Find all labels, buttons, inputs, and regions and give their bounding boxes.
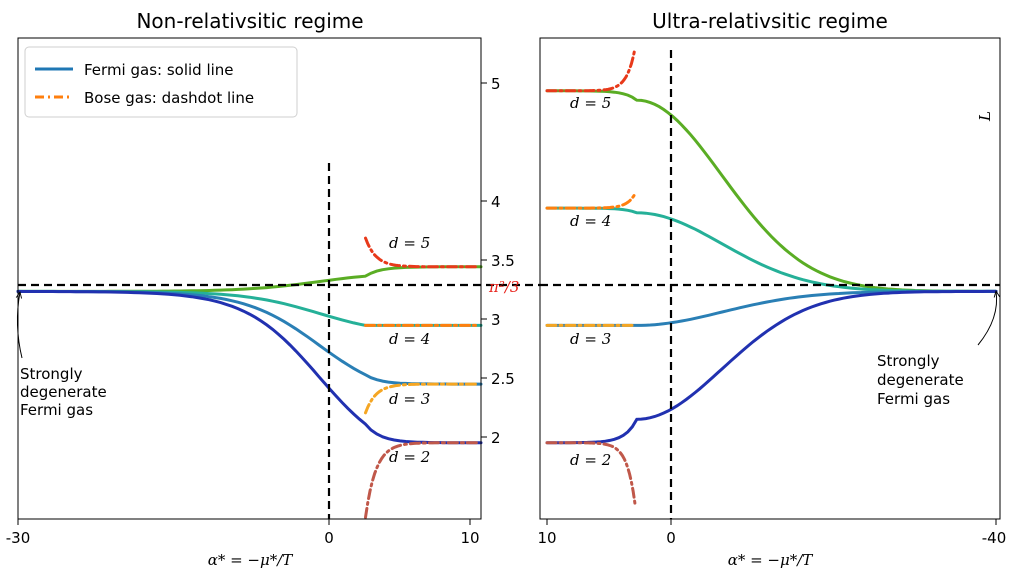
panel1-annotation-line2: degenerate [20, 383, 107, 401]
xtick-label-10: 10 [537, 529, 556, 547]
panel2-label-d5: d = 5 [570, 94, 611, 112]
xtick-label-0: 0 [666, 529, 676, 547]
panel2-label-d3: d = 3 [570, 330, 611, 348]
panel2-curves [547, 49, 996, 504]
panel2-fermi-curve-d5 [547, 91, 996, 292]
panel1-fermi-curve-d2 [18, 292, 481, 443]
panel1-annotation-line3: Fermi gas [20, 401, 93, 419]
panel2-fermi-curve-d4 [547, 208, 996, 291]
panel1-annotation-line1: Strongly [20, 365, 83, 383]
panel2-fermi-curve-d3 [547, 291, 996, 325]
ytick-label-2-5: 2.5 [491, 370, 515, 388]
panel1-fermi-curve-d5 [18, 267, 481, 292]
legend-bose-label: Bose gas: dashdot line [84, 89, 254, 107]
panel2-label-d2: d = 2 [570, 451, 611, 469]
panel1-label-d5: d = 5 [389, 234, 430, 252]
panel1-label-d2: d = 2 [389, 448, 430, 466]
panel2-bose-curve-d5 [547, 49, 635, 91]
panel1-curves [18, 238, 481, 517]
ytick-label-4: 4 [491, 193, 501, 211]
panel1-label-d4: d = 4 [389, 330, 430, 348]
ytick-label-2: 2 [491, 429, 501, 447]
legend: Fermi gas: solid line Bose gas: dashdot … [25, 47, 297, 117]
panel2-x-ticks: 10 0 -40 [537, 519, 1006, 547]
legend-fermi-label: Fermi gas: solid line [84, 61, 234, 79]
panel2-bose-curve-d4 [547, 194, 635, 208]
ytick-label-5: 5 [491, 75, 501, 93]
xtick-label-0: 0 [324, 529, 334, 547]
panel1-x-ticks: -30 0 10 [6, 519, 480, 547]
panel-ultrarelativistic: Ultra-relativsitic regime L 10 0 -40 α* … [537, 9, 1006, 569]
panel2-annotation-line1: Strongly [877, 352, 940, 370]
ytick-label-3: 3 [491, 311, 501, 329]
panel1-x-axis-label: α* = −μ*/T [208, 551, 294, 569]
panel2-annotation-arrow [978, 291, 997, 345]
xtick-label-neg40: -40 [982, 529, 1007, 547]
xtick-label-10: 10 [460, 529, 479, 547]
panel2-right-label: L [976, 111, 994, 122]
panel1-label-d3: d = 3 [389, 390, 430, 408]
panel2-annotation-line2: degenerate [877, 371, 964, 389]
panel2-x-axis-label: α* = −μ*/T [728, 551, 814, 569]
ytick-label-pi-squared-over-3: π²/3 [488, 278, 519, 296]
panel-nonrelativistic: Non-relativsitic regime 2 2.5 3 3.5 4 5 … [6, 9, 540, 569]
panel2-label-d4: d = 4 [570, 212, 611, 230]
panel2-title: Ultra-relativsitic regime [652, 9, 888, 33]
panel2-annotation-line3: Fermi gas [877, 390, 950, 408]
panel2-annotation: Strongly degenerate Fermi gas [877, 291, 997, 408]
panel1-fermi-curve-d4 [18, 291, 481, 325]
ytick-label-3-5: 3.5 [491, 252, 515, 270]
panel1-y-ticks: 2 2.5 3 3.5 4 5 π²/3 [481, 75, 519, 447]
xtick-label-neg30: -30 [6, 529, 31, 547]
panel1-title: Non-relativsitic regime [136, 9, 363, 33]
panel1-annotation: Strongly degenerate Fermi gas [17, 292, 106, 419]
